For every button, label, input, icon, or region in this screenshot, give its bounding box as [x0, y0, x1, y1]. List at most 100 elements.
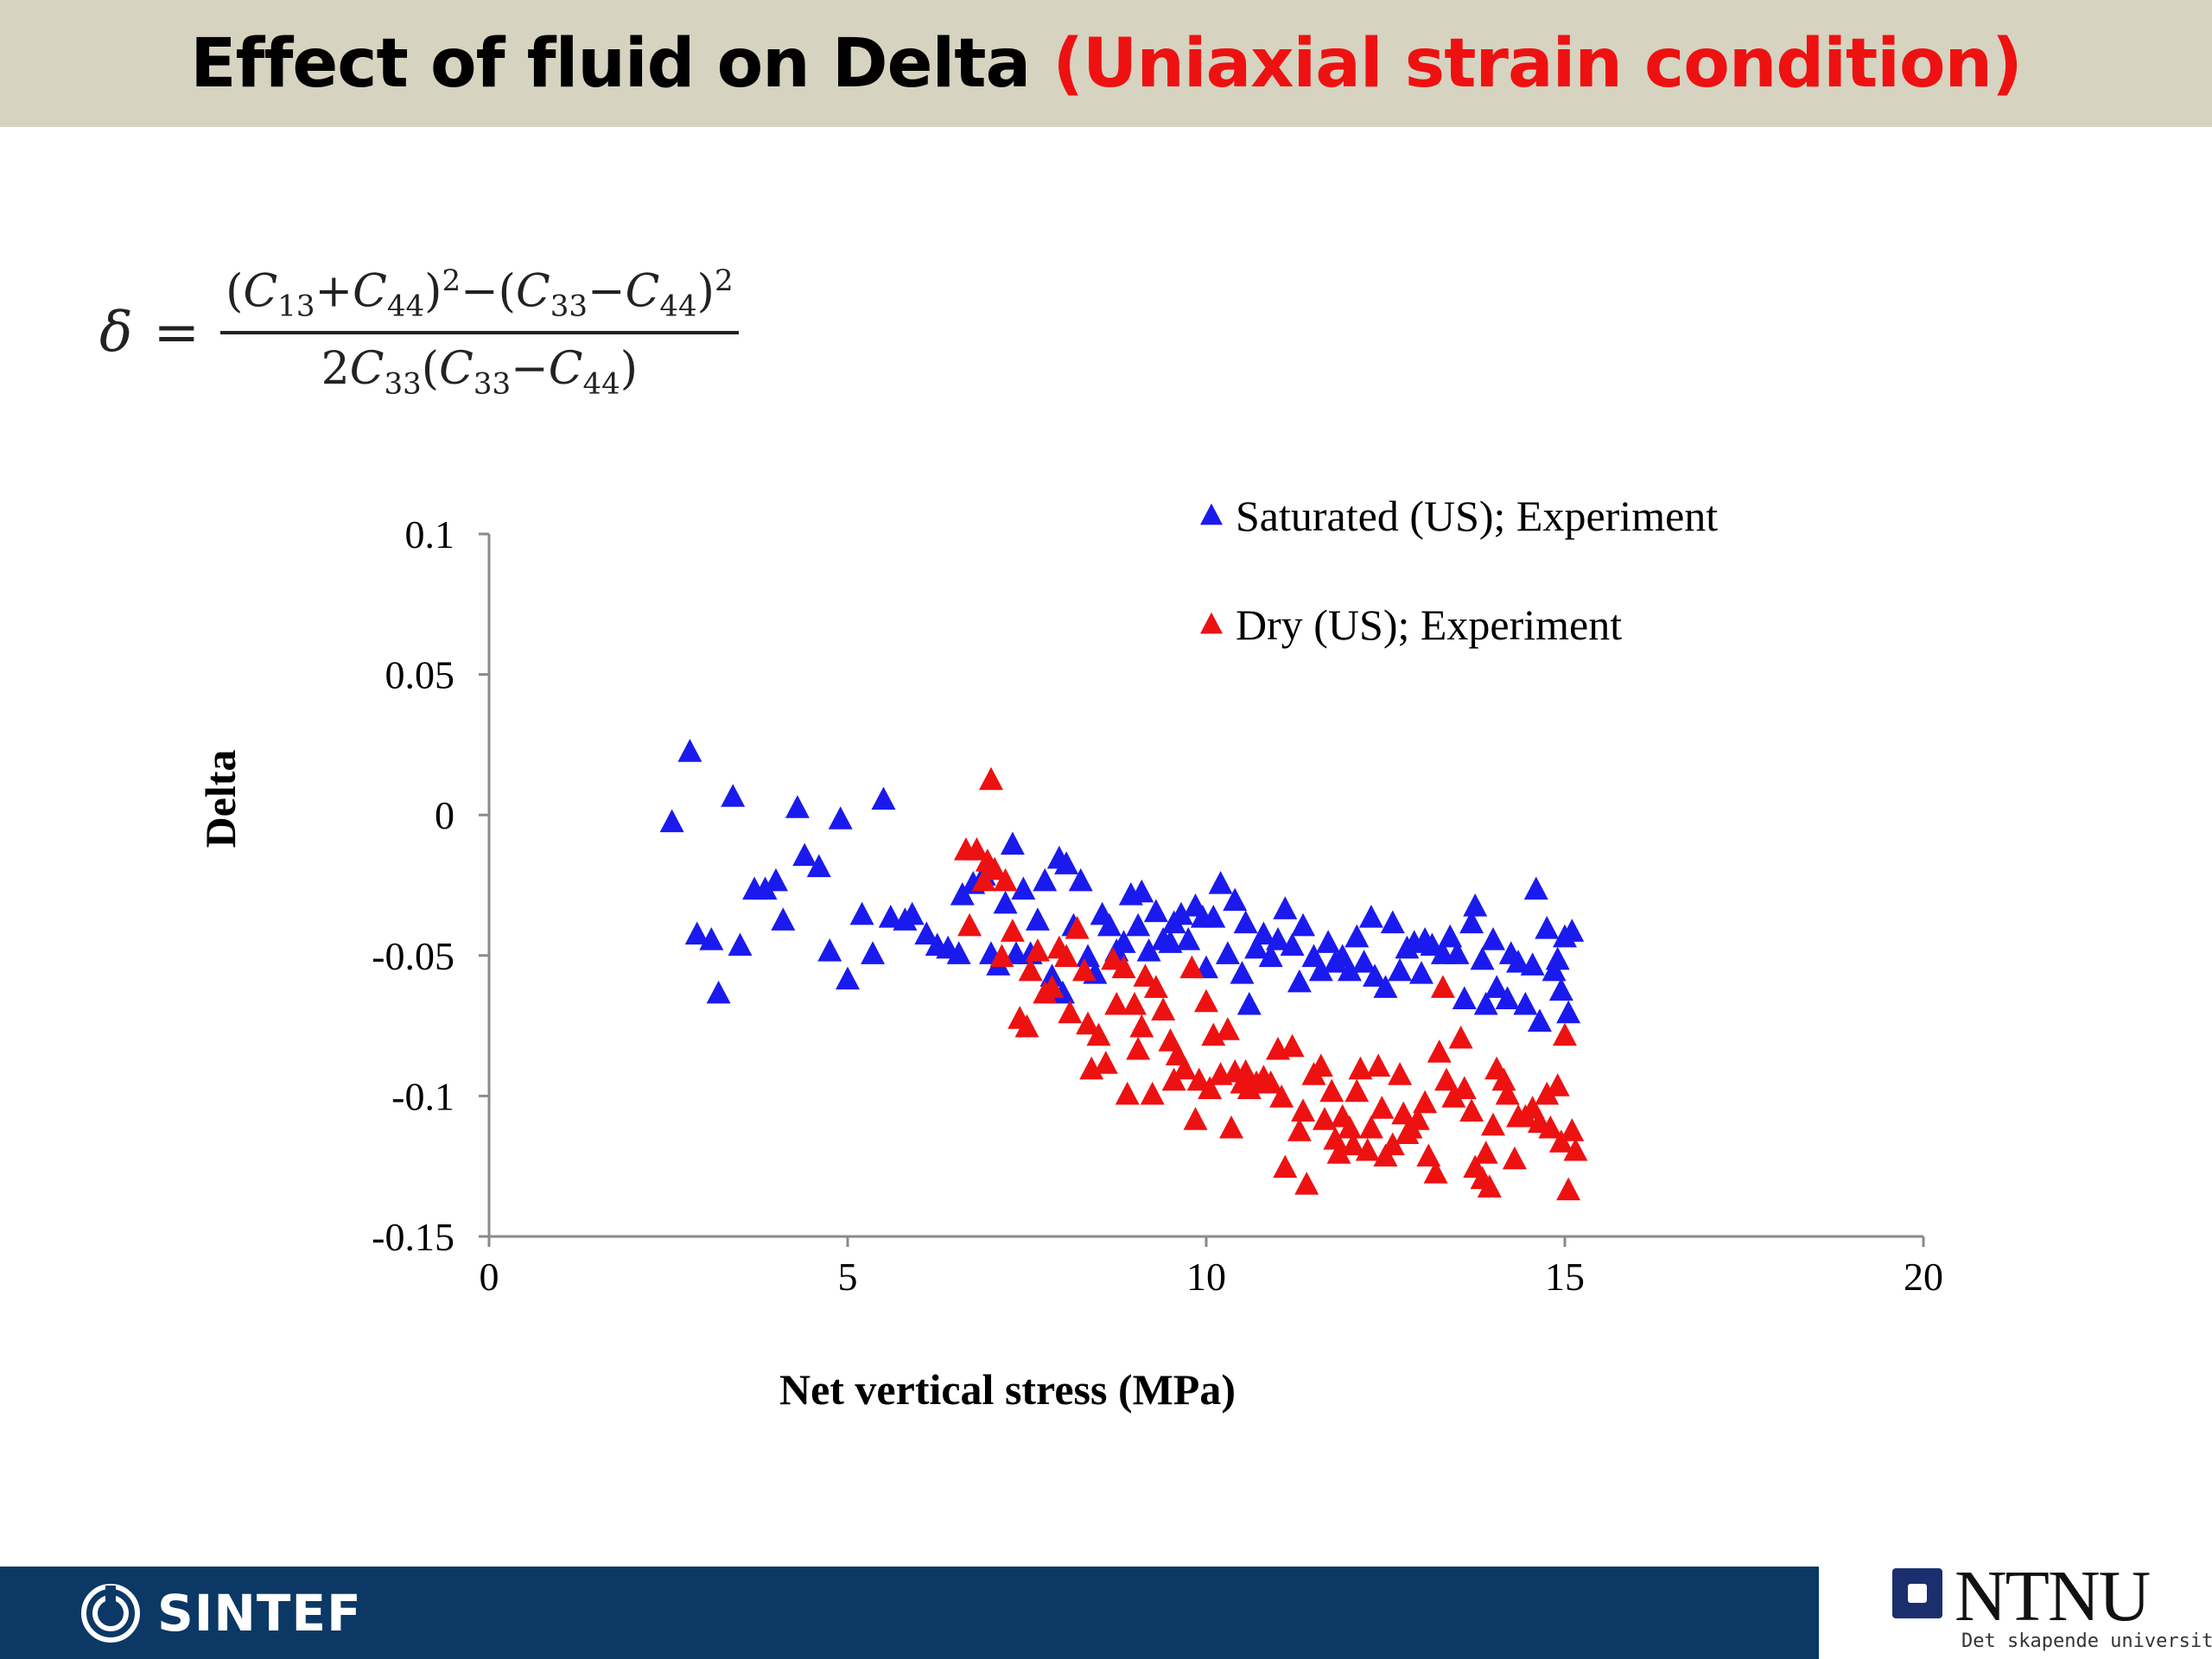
saturated-point: [878, 905, 903, 928]
saturated-point: [1111, 930, 1136, 953]
dry-point: [1556, 1177, 1581, 1201]
dry-point: [1233, 1058, 1258, 1083]
dry-point: [1481, 1112, 1505, 1136]
saturated-point: [1344, 924, 1370, 948]
fraction-bar: [220, 331, 739, 335]
dry-point: [1101, 946, 1126, 970]
saturated-point: [1523, 876, 1548, 900]
legend-marker: [1200, 612, 1223, 634]
saturated-point: [1230, 961, 1255, 984]
saturated-point: [1535, 916, 1560, 939]
ntnu-logo: NTNU Det skapende universitet: [1892, 1556, 2212, 1655]
dry-point: [1126, 1036, 1151, 1060]
dry-point: [1258, 1070, 1283, 1094]
dry-point: [1416, 1143, 1441, 1167]
dry-point: [1071, 957, 1096, 982]
dry-point: [1219, 1115, 1244, 1139]
dry-point: [1294, 1171, 1319, 1195]
dry-point: [989, 944, 1014, 968]
saturated-point: [792, 842, 817, 867]
saturated-point: [849, 901, 874, 925]
saturated-point: [1076, 944, 1101, 968]
y-tick-label: 0: [435, 793, 454, 837]
x-tick-label: 0: [480, 1255, 499, 1299]
dry-point: [1491, 1067, 1516, 1091]
saturated-point: [806, 854, 831, 878]
saturated-point: [684, 921, 709, 945]
y-tick-label: -0.1: [391, 1074, 454, 1118]
dry-point: [1338, 1115, 1362, 1139]
saturated-point: [1560, 918, 1585, 942]
dry-point: [1427, 1039, 1452, 1063]
formula-denominator: 2C33(C33−C44): [321, 343, 639, 402]
saturated-point: [659, 809, 684, 833]
saturated-point: [764, 868, 788, 892]
saturated-point: [1380, 910, 1405, 934]
dry-point: [1065, 916, 1090, 939]
saturated-point: [677, 739, 702, 762]
y-axis-title: Delta: [196, 750, 245, 849]
saturated-point: [836, 966, 860, 990]
saturated-point: [1388, 957, 1413, 982]
saturated-point: [1201, 905, 1226, 928]
dry-point: [1280, 1033, 1305, 1058]
dry-point: [1086, 1022, 1111, 1046]
saturated-point: [1481, 927, 1505, 950]
dry-point: [1312, 1107, 1337, 1130]
saturated-point: [1176, 927, 1201, 950]
formula-lhs: δ: [99, 301, 133, 365]
dry-point: [1538, 1115, 1563, 1139]
sintef-wordmark: SINTEF: [157, 1584, 362, 1643]
saturated-point: [1463, 893, 1488, 917]
title-bar: Effect of fluid on Delta (Uniaxial strai…: [0, 0, 2212, 127]
saturated-point: [728, 932, 753, 957]
saturated-point: [1244, 935, 1269, 959]
dry-point: [1198, 1076, 1223, 1100]
saturated-point: [1545, 946, 1570, 970]
legend-label: Dry (US); Experiment: [1236, 601, 1622, 649]
dry-point: [1358, 1115, 1383, 1139]
saturated-point: [1473, 991, 1498, 1015]
saturated-point: [1445, 941, 1470, 964]
ntnu-tagline: Det skapende universitet: [1961, 1630, 2212, 1652]
saturated-point: [861, 941, 886, 964]
slide-title: Effect of fluid on Delta (Uniaxial strai…: [190, 24, 2022, 103]
saturated-point: [1233, 910, 1258, 934]
x-tick-label: 10: [1186, 1255, 1226, 1299]
dry-point: [1269, 1084, 1294, 1108]
saturated-point: [1273, 896, 1298, 919]
dry-point: [1143, 975, 1168, 998]
saturated-point: [1126, 912, 1151, 937]
dry-point: [979, 766, 1003, 791]
saturated-point: [1438, 924, 1463, 948]
dry-point: [1535, 1081, 1560, 1105]
saturated-point: [1513, 991, 1538, 1015]
dry-point: [1133, 963, 1158, 987]
saturated-point: [1054, 851, 1079, 874]
saturated-point: [1316, 930, 1341, 953]
dry-point: [1129, 1014, 1154, 1038]
dry-point: [993, 868, 1018, 892]
dry-point: [1348, 1056, 1373, 1080]
saturated-point: [1351, 950, 1376, 973]
dry-point: [1326, 1141, 1351, 1164]
saturated-point: [1420, 932, 1445, 957]
saturated-point: [1291, 912, 1316, 937]
saturated-point: [699, 927, 724, 950]
dry-point: [1448, 1025, 1473, 1049]
title-accent: (Uniaxial strain condition): [1052, 24, 2022, 103]
y-tick-label: 0.05: [385, 653, 455, 697]
saturated-point: [1236, 991, 1262, 1015]
dry-point: [1495, 1081, 1520, 1105]
y-tick-label: -0.05: [372, 934, 454, 978]
dry-point: [1076, 1011, 1101, 1035]
saturated-point: [1520, 952, 1545, 976]
formula-equals: =: [153, 301, 200, 365]
dry-point: [1560, 1118, 1585, 1141]
ntnu-square-icon: [1892, 1568, 1942, 1618]
dry-point: [1380, 1132, 1405, 1156]
saturated-point: [1143, 899, 1168, 923]
legend-marker: [1200, 503, 1223, 525]
saturated-point: [1452, 986, 1477, 1009]
formula-fraction: (C13+C44)2−(C33−C44)2 2C33(C33−C44): [220, 264, 739, 402]
